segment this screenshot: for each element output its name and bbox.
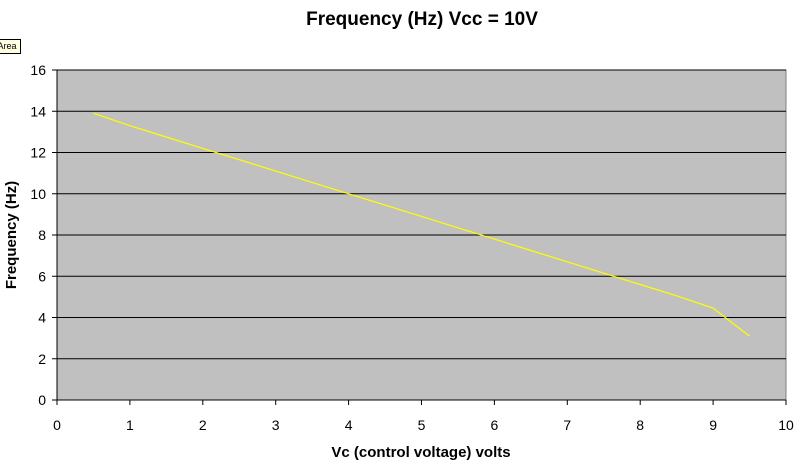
y-tick-label: 0 — [38, 392, 46, 408]
y-tick-label: 12 — [30, 145, 46, 161]
x-tick-label: 9 — [709, 417, 717, 433]
y-tick-label: 2 — [38, 351, 46, 367]
y-tick-label: 16 — [30, 62, 46, 78]
x-tick-label: 3 — [272, 417, 280, 433]
y-tick-label: 10 — [30, 186, 46, 202]
y-tick-label: 6 — [38, 268, 46, 284]
x-tick-label: 4 — [345, 417, 353, 433]
x-tick-label: 10 — [778, 417, 794, 433]
y-axis-title: Frequency (Hz) — [3, 181, 20, 289]
y-axis-ticks: 0 2 4 6 8 10 12 14 16 — [30, 62, 57, 408]
x-tick-label: 6 — [491, 417, 499, 433]
series-line[interactable] — [93, 112, 750, 337]
y-tick-label: 14 — [30, 103, 46, 119]
x-tick-label: 8 — [636, 417, 644, 433]
y-tick-label: 4 — [38, 310, 46, 326]
chart-area-tooltip: rt Area — [0, 39, 21, 54]
series-layer — [93, 112, 750, 337]
x-tick-label: 0 — [53, 417, 61, 433]
x-axis-title: Vc (control voltage) volts — [331, 444, 510, 461]
x-axis-ticks: 0 1 2 3 4 5 6 7 8 9 10 — [53, 400, 794, 433]
grid-lines — [57, 69, 786, 360]
y-tick-label: 8 — [38, 227, 46, 243]
x-tick-label: 2 — [199, 417, 207, 433]
x-tick-label: 5 — [418, 417, 426, 433]
x-tick-label: 7 — [563, 417, 571, 433]
x-tick-label: 1 — [126, 417, 134, 433]
chart-title: Frequency (Hz) Vcc = 10V — [306, 9, 538, 30]
